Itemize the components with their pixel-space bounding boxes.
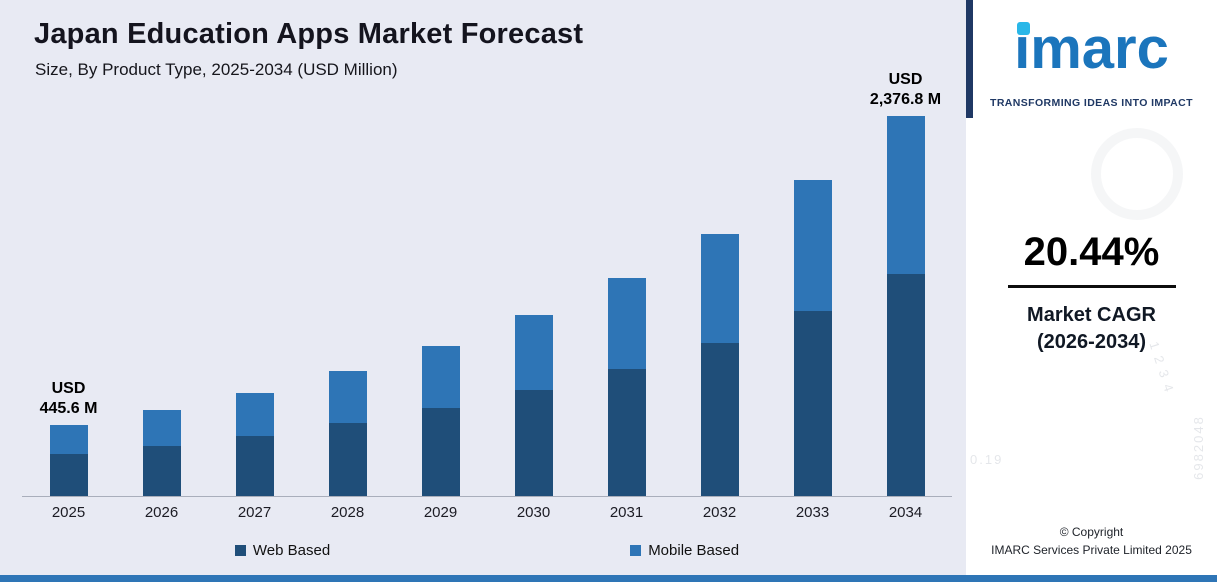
stacked-bar (328, 371, 367, 496)
x-axis-label: 2025 (51, 504, 86, 521)
cagr-divider (1007, 285, 1176, 288)
legend-item-mobile-based: Mobile Based (630, 542, 739, 559)
x-axis-label: 2026 (144, 504, 179, 521)
x-axis-label: 2027 (237, 504, 272, 521)
cagr-block: 20.44% Market CAGR (2026-2034) (966, 230, 1217, 356)
brand-stripe (966, 0, 973, 118)
bar-column: USD 445.6 M (22, 379, 115, 496)
x-axis-label: 2028 (330, 504, 365, 521)
stacked-bar (514, 315, 553, 496)
brand-tagline: TRANSFORMING IDEAS INTO IMPACT (990, 97, 1193, 109)
legend-swatch-mobile-based-icon (630, 545, 642, 556)
copyright: © Copyright IMARC Services Private Limit… (966, 523, 1217, 559)
bar-value-label: USD 445.6 M (39, 379, 98, 417)
chart-panel: Japan Education Apps Market Forecast Siz… (0, 0, 966, 575)
stacked-bar (793, 180, 832, 496)
legend-item-web-based: Web Based (234, 542, 331, 559)
stacked-bar (700, 233, 739, 496)
bar-column (580, 278, 673, 496)
bar-column (394, 346, 487, 496)
bar-column (208, 392, 301, 496)
footer-bar (0, 575, 1217, 582)
x-axis-label: 2032 (702, 504, 737, 521)
bar-segment-web-based (142, 445, 181, 496)
bar-column (301, 371, 394, 496)
magnifier-watermark-icon (1091, 128, 1183, 220)
x-axis-label: 2031 (609, 504, 644, 521)
copyright-line1: © Copyright (1059, 525, 1124, 539)
bar-segment-web-based (793, 311, 832, 496)
stacked-bar (142, 410, 181, 496)
logo-dot-icon (1017, 22, 1031, 35)
cagr-value: 20.44% (1023, 230, 1160, 274)
stacked-bar (235, 392, 274, 496)
brand-panel: 6982048 1 2 3 4 0.19 ımarc TRANSFORMING … (966, 0, 1217, 575)
legend-label-mobile-based: Mobile Based (648, 542, 740, 559)
cagr-label-line1: Market CAGR (1027, 304, 1156, 326)
bar-segment-web-based (421, 408, 460, 496)
bar-segment-web-based (235, 435, 274, 496)
bar-segment-web-based (514, 390, 553, 496)
bar-segment-mobile-based (793, 180, 832, 312)
bar-segment-web-based (700, 342, 739, 496)
plot-area: USD 445.6 M USD 2,376.8 M (22, 71, 952, 497)
stacked-bar (886, 115, 925, 496)
bar-column (766, 180, 859, 496)
bar-segment-mobile-based (235, 392, 274, 436)
page-subtitle: Size, By Product Type, 2025-2034 (USD Mi… (35, 60, 398, 79)
bar-segment-mobile-based (421, 346, 460, 409)
stacked-bar (607, 278, 646, 496)
bar-segment-mobile-based (886, 115, 925, 274)
stacked-bar (421, 346, 460, 496)
bar-segment-mobile-based (607, 278, 646, 369)
bar-segment-web-based (607, 368, 646, 496)
bar-segment-mobile-based (142, 410, 181, 446)
legend: Web Based Mobile Based (22, 542, 952, 559)
legend-label-web-based: Web Based (252, 542, 331, 559)
imarc-logo-text: ımarc (1014, 16, 1169, 81)
x-axis-label: 2033 (795, 504, 830, 521)
x-axis-labels: 2025 2026 2027 2028 2029 2030 2031 2032 2033 2034 (22, 504, 952, 521)
bar-column (487, 315, 580, 496)
imarc-logo: ımarc (966, 20, 1217, 78)
bar-segment-mobile-based (328, 371, 367, 424)
watermark-text: 0.19 (970, 452, 1004, 467)
x-axis-label: 2029 (423, 504, 458, 521)
copyright-line2: IMARC Services Private Limited 2025 (991, 543, 1192, 557)
bar-segment-web-based (886, 273, 925, 496)
bar-segment-mobile-based (514, 315, 553, 391)
bar-segment-web-based (328, 423, 367, 496)
stacked-bar (49, 424, 88, 496)
page-title: Japan Education Apps Market Forecast (34, 18, 584, 50)
bar-column (115, 410, 208, 496)
cagr-label-line2: (2026-2034) (1037, 331, 1146, 353)
bar-value-label: USD 2,376.8 M (869, 70, 942, 108)
watermark-text: 6982048 (1191, 415, 1207, 480)
bar-segment-mobile-based (49, 424, 88, 455)
x-axis-label: 2030 (516, 504, 551, 521)
bar-segment-web-based (49, 454, 88, 496)
bar-column (673, 233, 766, 496)
bar-segment-mobile-based (700, 233, 739, 343)
legend-swatch-web-based-icon (234, 545, 246, 556)
bar-column: USD 2,376.8 M (859, 70, 952, 496)
x-axis-label: 2034 (888, 504, 923, 521)
